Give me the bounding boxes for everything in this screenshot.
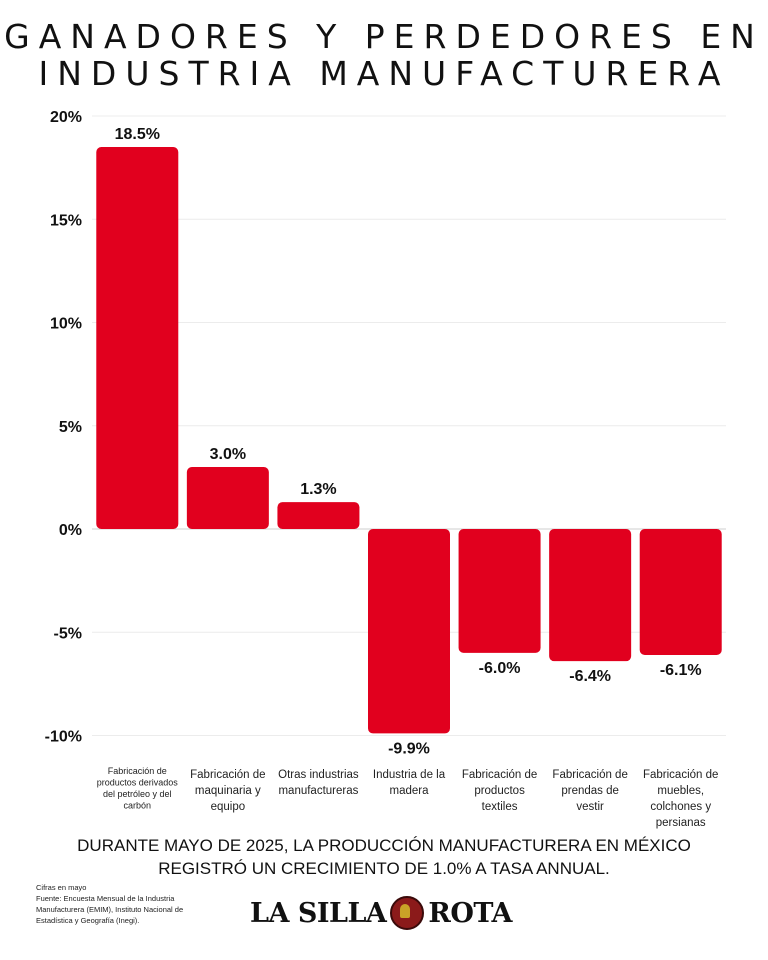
bar [277,502,360,529]
brand-logo: LA SILLA ROTA [250,893,512,933]
data-label: -6.4% [569,668,611,685]
y-tick-label: 5% [59,419,82,436]
chart-title-line-1: Ganadores y perdedores en [4,17,764,56]
y-tick-label: 15% [50,212,82,229]
data-label: 3.0% [210,446,246,463]
bar [458,529,541,653]
category-label: Fabricación de productos textiles [462,769,537,813]
data-label: -6.1% [660,662,702,679]
data-label: 18.5% [115,126,160,143]
notes-line-1: Cifras en mayo [36,883,87,892]
y-tick-label: 10% [50,316,82,333]
notes-line-4: Estadística y Geografía (Inegi). [36,916,140,925]
bar [639,529,722,655]
y-tick-label: -5% [54,625,82,642]
logo-text-left: LA SILLA [250,897,387,929]
bar [368,529,450,734]
category-label: Industria de la madera [373,769,446,797]
chart-title-line-2: industria manufacturera [38,54,730,93]
data-label: -6.0% [479,660,521,677]
category-label: Fabricación de prendas de vestir [552,769,627,813]
y-tick-label: 20% [50,109,82,126]
bar-chart: 20% 15% 10% 5% 0% -5% -10% 18.5% Fabricación de p… [45,109,726,829]
logo-text-right: ROTA [428,897,512,929]
chart-caption: DURANTE MAYO DE 2025, LA PRODUCCIÓN MANU… [40,834,728,880]
bar [96,146,179,529]
bar [186,467,269,529]
bar [549,529,632,662]
category-label: Fabricación de productos derivados del pet… [97,766,179,811]
y-tick-label: 0% [59,522,82,539]
chair-seal-icon [390,896,425,930]
data-label: -9.9% [388,740,430,757]
chart-title: Ganadores y perdedores en industria manu… [0,18,768,92]
category-label: Fabricación de muebles, colchones y persian… [643,769,718,829]
category-label: Fabricación de maquinaria y equipo [190,769,265,813]
data-label: 1.3% [300,481,336,498]
caption-line-1: DURANTE MAYO DE 2025, LA PRODUCCIÓN MANU… [77,836,691,855]
notes-line-3: Manufacturera (EMIM), Instituto Nacional… [36,905,184,914]
category-label: Otras industrias manufactureras [278,769,359,797]
y-tick-label: -10% [45,729,82,746]
caption-line-2: REGISTRÓ UN CRECIMIENTO DE 1.0% A TASA A… [158,859,610,878]
notes-line-2: Fuente: Encuesta Mensual de la Industria [36,894,175,903]
source-notes: Cifras en mayo Fuente: Encuesta Mensual … [36,882,236,926]
